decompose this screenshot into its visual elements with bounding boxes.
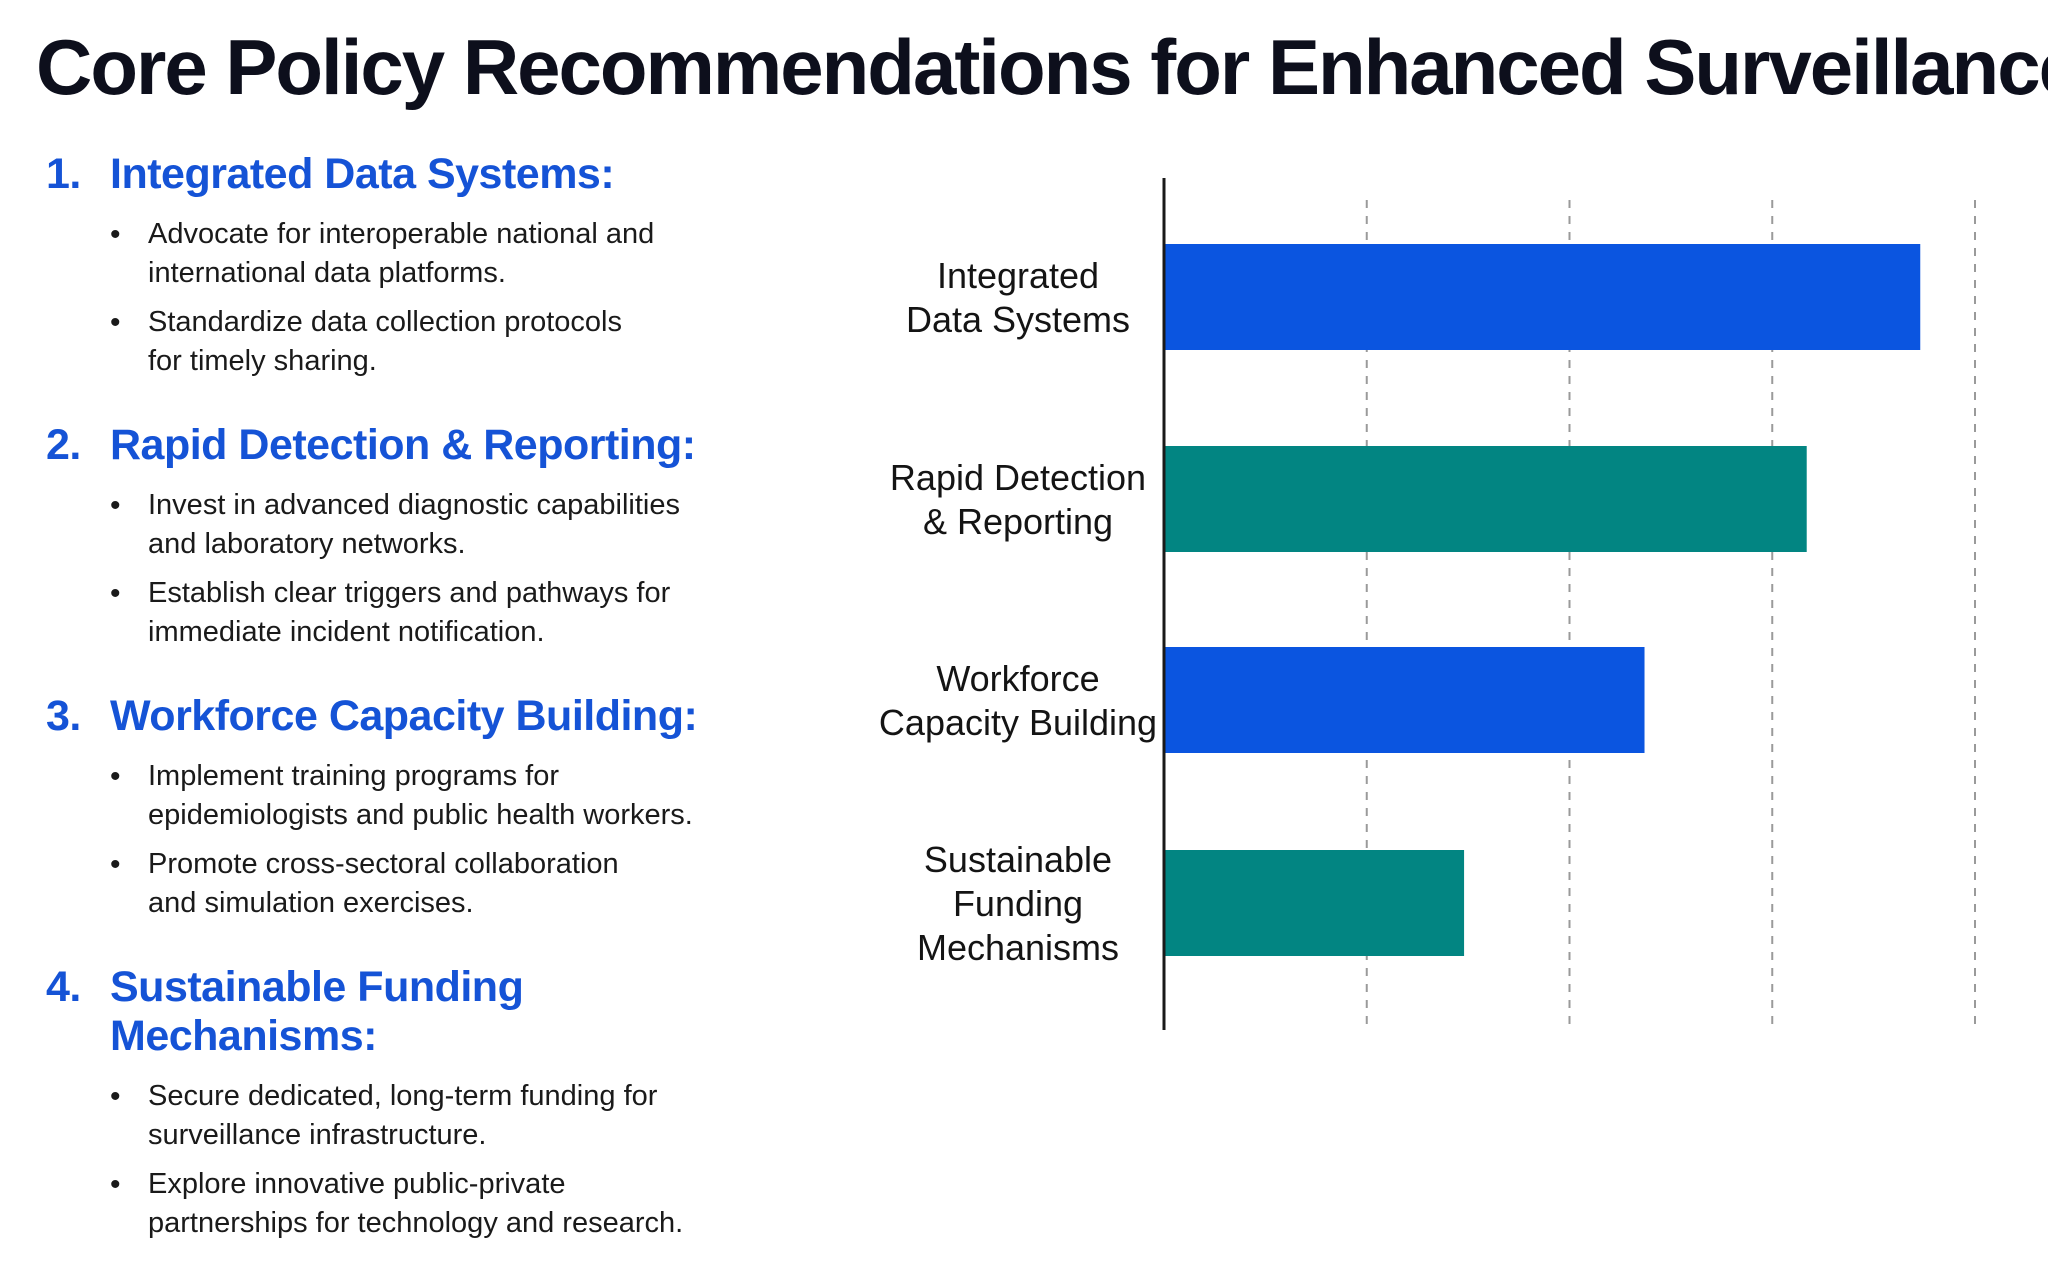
bullet-dot-icon: • (110, 848, 121, 881)
recommendation-title: Workforce Capacity Building: (110, 692, 698, 740)
category-label-line: Workforce (936, 658, 1099, 699)
bar-chart: Integrated Data Systems Rapid Detection & R… (879, 178, 1976, 1030)
bullet-dot-icon: • (110, 577, 121, 610)
category-label: Workforce Capacity Building (879, 658, 1157, 743)
bullet-dot-icon: • (110, 1168, 121, 1201)
recommendation-number: 1. (46, 150, 81, 198)
bullet-dot-icon: • (110, 218, 121, 251)
category-label-line: Funding (953, 883, 1083, 924)
category-label-line: Rapid Detection (890, 457, 1146, 498)
bullet-text: Advocate for interoperable national and … (148, 218, 655, 289)
category-label-line: Capacity Building (879, 702, 1157, 743)
bullet-text: Invest in advanced diagnostic capabiliti… (148, 489, 680, 560)
category-label-line: Data Systems (906, 299, 1130, 340)
recommendation-heading: 2. Rapid Detection & Reporting: (46, 421, 746, 470)
bar (1164, 850, 1465, 956)
bullet-item: • Implement training programs for epidemi… (110, 757, 746, 835)
recommendation-2: 2. Rapid Detection & Reporting: • Invest … (46, 421, 746, 652)
recommendation-title: Rapid Detection & Reporting: (110, 421, 696, 469)
bullet-item: • Establish clear triggers and pathways f… (110, 574, 746, 652)
bullet-text: Standardize data collection protocols fo… (148, 306, 622, 377)
bullet-dot-icon: • (110, 489, 121, 522)
bullet-list: • Implement training programs for epidemi… (46, 757, 746, 923)
recommendation-number: 2. (46, 421, 81, 469)
recommendation-number: 4. (46, 963, 81, 1011)
bullet-text: Explore innovative public-private partne… (148, 1168, 684, 1239)
bullet-list: • Advocate for interoperable national and… (46, 215, 746, 381)
bullet-list: • Invest in advanced diagnostic capabilit… (46, 486, 746, 652)
category-label: Sustainable Funding Mechanisms (917, 839, 1119, 968)
bullet-text: Implement training programs for epidemio… (148, 760, 693, 831)
bullet-dot-icon: • (110, 1080, 121, 1113)
bullet-text: Promote cross-sectoral collaboration and… (148, 848, 619, 919)
bullet-dot-icon: • (110, 306, 121, 339)
bar (1164, 244, 1921, 350)
bullet-text: Secure dedicated, long-term funding for … (148, 1080, 658, 1151)
category-label-line: Mechanisms (917, 927, 1119, 968)
bullet-item: • Invest in advanced diagnostic capabilit… (110, 486, 746, 564)
category-label: Integrated Data Systems (906, 255, 1130, 340)
category-label: Rapid Detection & Reporting (890, 457, 1146, 542)
recommendation-title: Sustainable Funding Mechanisms: (110, 963, 524, 1060)
recommendation-3: 3. Workforce Capacity Building: • Impleme… (46, 692, 746, 923)
recommendation-heading: 4. Sustainable Funding Mechanisms: (46, 963, 746, 1061)
bullet-item: • Secure dedicated, long-term funding for… (110, 1077, 746, 1155)
recommendation-1: 1. Integrated Data Systems: • Advocate fo… (46, 150, 746, 381)
bar (1164, 446, 1807, 552)
bullet-dot-icon: • (110, 760, 121, 793)
bullet-item: • Promote cross-sectoral collaboration an… (110, 845, 746, 923)
category-label-line: & Reporting (923, 501, 1113, 542)
recommendation-title: Integrated Data Systems: (110, 150, 615, 198)
recommendation-number: 3. (46, 692, 81, 740)
bullet-text: Establish clear triggers and pathways fo… (148, 577, 671, 648)
bullet-item: • Explore innovative public-private partn… (110, 1165, 746, 1243)
recommendation-heading: 1. Integrated Data Systems: (46, 150, 746, 199)
page-title: Core Policy Recommendations for Enhanced… (36, 23, 2048, 111)
bullet-item: • Standardize data collection protocols f… (110, 303, 746, 381)
bullet-item: • Advocate for interoperable national and… (110, 215, 746, 293)
bar (1164, 647, 1645, 753)
chart-container: Integrated Data Systems Rapid Detection & R… (879, 178, 1976, 1030)
category-label-line: Integrated (937, 255, 1099, 296)
recommendation-heading: 3. Workforce Capacity Building: (46, 692, 746, 741)
category-label-line: Sustainable (924, 839, 1112, 880)
